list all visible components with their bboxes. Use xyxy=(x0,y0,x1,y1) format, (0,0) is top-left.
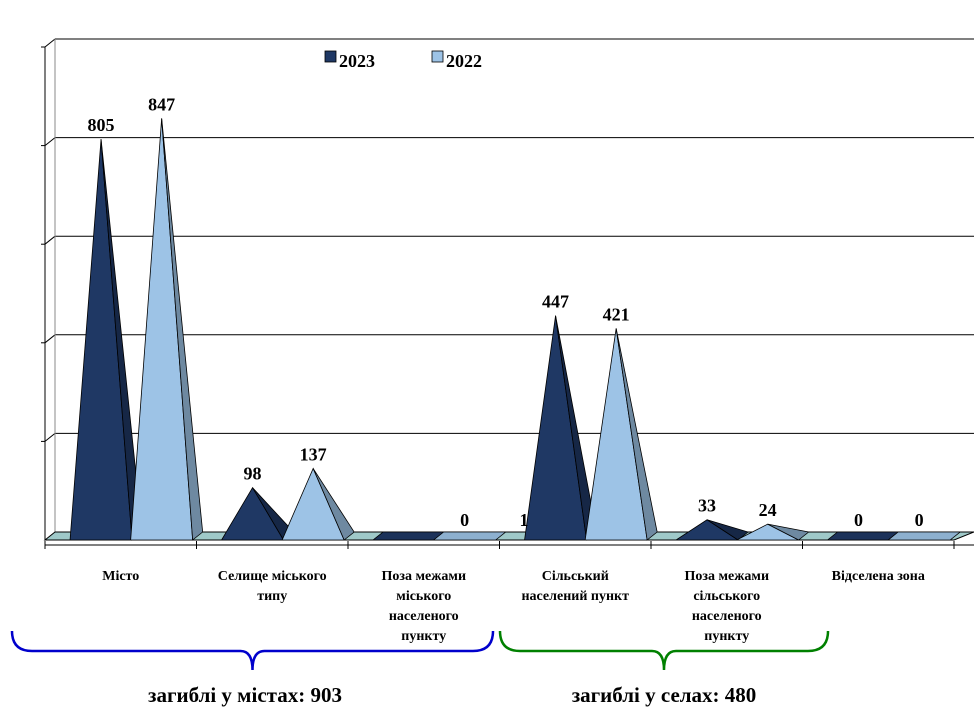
category-label-2-0: Поза межами xyxy=(381,569,466,584)
bar-2022-0 xyxy=(130,118,194,541)
gridline-side xyxy=(44,137,56,146)
data-label-2023-0: 805 xyxy=(88,115,115,135)
category-label-3-1: населений пункт xyxy=(521,589,629,604)
category-label-0-0: Місто xyxy=(102,569,139,584)
gridline-side xyxy=(44,334,56,344)
gridline-side xyxy=(44,38,56,48)
bar-2023-5 xyxy=(826,531,901,541)
group-label-0: загиблі у містах: 903 xyxy=(148,683,342,707)
legend-label-2022: 2022 xyxy=(446,51,482,71)
data-label-2022-0: 847 xyxy=(148,94,175,114)
category-label-1-0: Селище міського xyxy=(218,569,327,584)
gridline-side xyxy=(44,433,56,442)
category-label-4-1: сільського xyxy=(693,589,760,604)
bar-2023-3 xyxy=(524,315,588,541)
bar-2022-2 xyxy=(432,531,507,541)
data-label-2023-5: 0 xyxy=(854,510,863,530)
category-label-4-0: Поза межами xyxy=(684,569,769,584)
category-label-1-1: типу xyxy=(257,589,287,604)
bar-side-2022-0 xyxy=(161,118,204,541)
category-label-2-1: міського xyxy=(396,589,451,604)
group-brace-1 xyxy=(498,630,830,671)
category-label-2-3: пункту xyxy=(401,629,446,644)
group-label-1: загиблі у селах: 480 xyxy=(572,683,757,707)
category-label-4-3: пункту xyxy=(704,629,749,644)
bar-side-2023-4 xyxy=(706,519,749,541)
category-label-3-0: Сільський xyxy=(542,569,609,584)
bar-side-2022-4 xyxy=(767,523,810,541)
data-label-2023-4: 33 xyxy=(698,496,716,516)
data-label-2022-3: 421 xyxy=(603,304,630,324)
data-label-2023-1: 98 xyxy=(244,464,262,484)
bar-2023-2 xyxy=(371,531,447,541)
gridline-side xyxy=(44,235,56,245)
bar-2023-0 xyxy=(69,139,133,541)
category-label-4-2: населеного xyxy=(692,609,762,624)
data-label-2022-1: 137 xyxy=(300,444,327,464)
data-label-2022-2: 0 xyxy=(460,510,469,530)
data-label-2022-5: 0 xyxy=(915,510,924,530)
data-label-2022-4: 24 xyxy=(759,500,777,520)
bar-side-2022-3 xyxy=(615,328,658,541)
category-label-5-0: Відселена зона xyxy=(832,569,925,584)
stray-data-label: 1 xyxy=(520,510,529,530)
category-label-2-2: населеного xyxy=(389,609,459,624)
legend-swatch-2023 xyxy=(324,50,337,63)
group-brace-0 xyxy=(10,630,495,671)
legend-swatch-2022 xyxy=(431,50,444,63)
bar-2022-5 xyxy=(887,531,962,541)
legend-label-2023: 2023 xyxy=(339,51,375,71)
data-label-2023-3: 447 xyxy=(542,292,569,312)
bar-side-2022-1 xyxy=(312,468,355,541)
